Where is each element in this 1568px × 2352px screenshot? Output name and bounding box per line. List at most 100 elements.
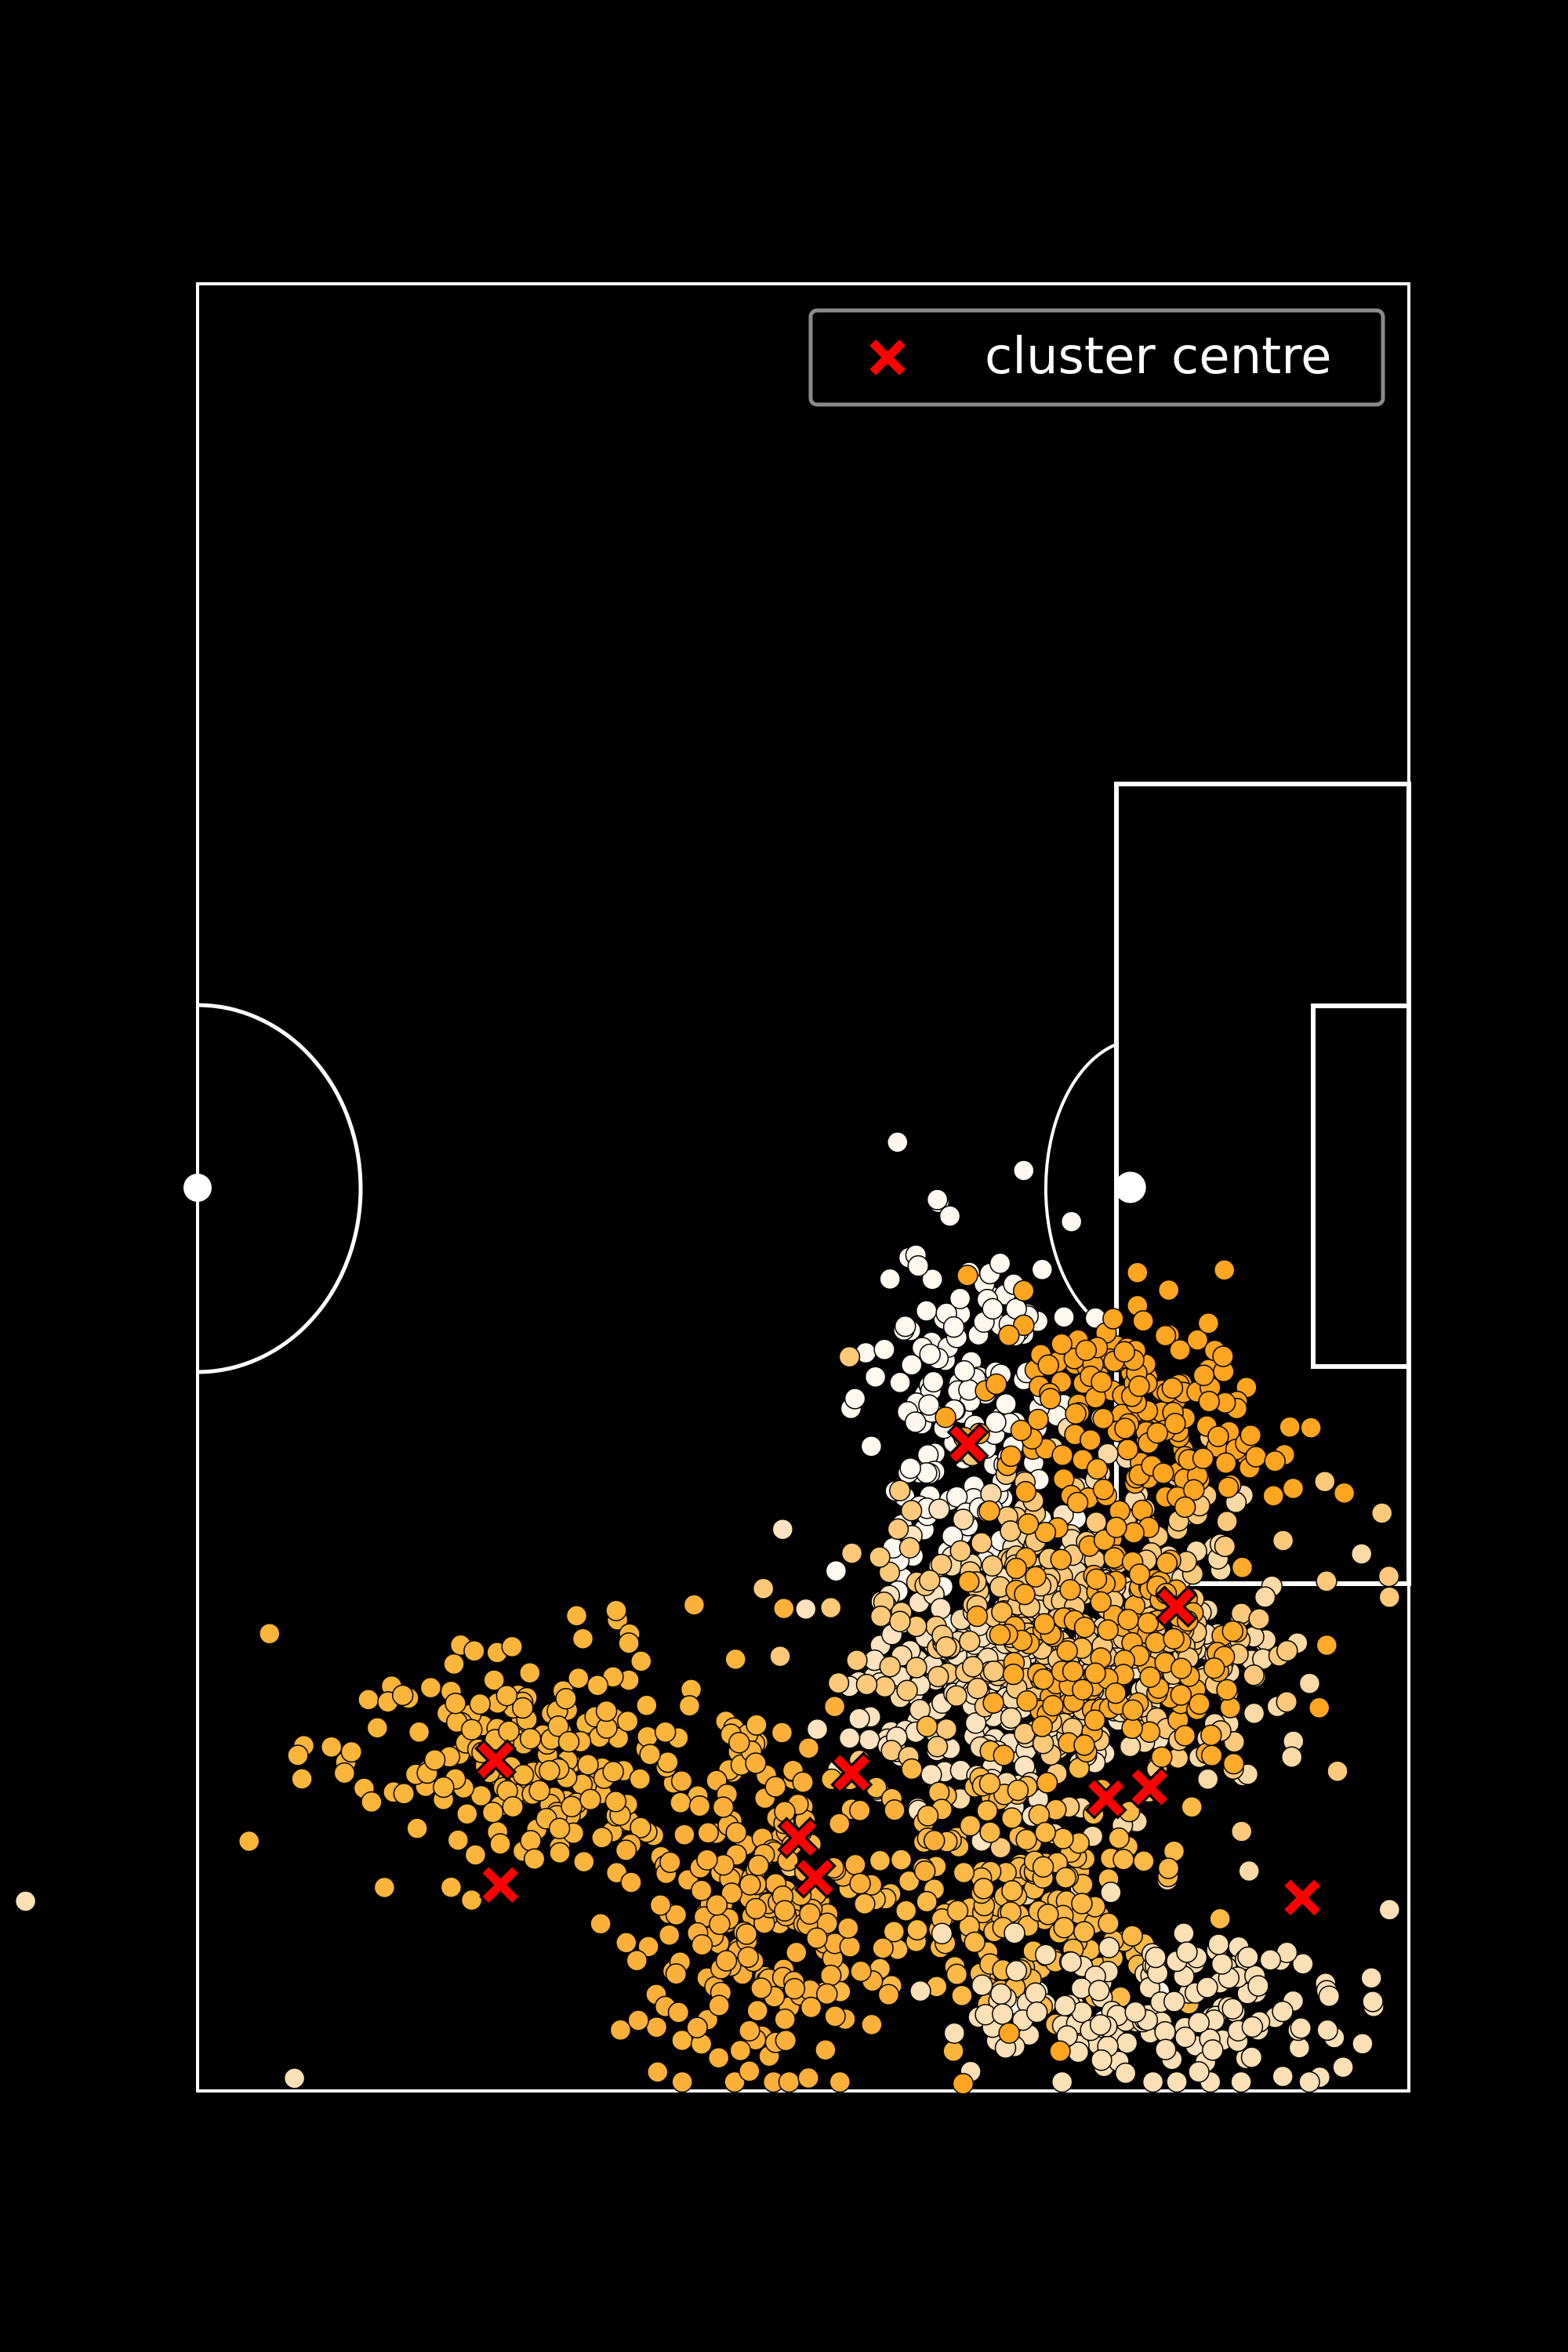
shot-point — [645, 2016, 668, 2038]
shot-point — [837, 1917, 859, 1939]
shot-point — [995, 1392, 1017, 1415]
shot-point — [942, 1316, 965, 1338]
shot-point — [992, 2003, 1014, 2025]
shot-point — [869, 1605, 892, 1628]
shot-point — [1272, 2065, 1294, 2088]
shot-point — [919, 1570, 941, 1592]
shot-point — [1298, 1672, 1321, 1694]
shot-point — [819, 1964, 842, 1987]
shot-point — [565, 1605, 588, 1627]
shot-point — [824, 2005, 846, 2027]
shot-point — [626, 1949, 648, 1972]
shot-point — [1378, 1899, 1401, 1921]
shot-point — [919, 1343, 941, 1366]
shot-point — [291, 1768, 313, 1790]
shot-point — [783, 1977, 806, 2000]
shot-point — [739, 2060, 760, 2082]
shot-point — [916, 1715, 938, 1737]
shot-point — [873, 1675, 896, 1698]
shot-point — [1108, 1827, 1130, 1849]
shot-point — [1316, 1634, 1338, 1657]
shot-point — [849, 1799, 871, 1822]
shot-point — [1146, 1421, 1169, 1444]
shot-point — [649, 1894, 672, 1916]
shot-point — [883, 1920, 906, 1943]
shot-point — [460, 1719, 483, 1740]
shot-point — [1040, 1388, 1062, 1410]
shot-point — [618, 1632, 640, 1654]
shot-point — [1137, 1612, 1160, 1634]
shot-point — [906, 1657, 927, 1679]
shot-point — [609, 2019, 632, 2042]
shot-point — [816, 1983, 838, 2005]
shot-point — [746, 1714, 768, 1736]
shot-point — [959, 1814, 982, 1837]
kickoff-spot — [183, 1174, 212, 1202]
shot-point — [899, 1457, 921, 1479]
shot-point — [1002, 1663, 1025, 1686]
shot-point — [1243, 1702, 1265, 1725]
shot-point — [844, 1388, 866, 1410]
shot-point — [520, 1830, 542, 1852]
shot-point — [1032, 1856, 1054, 1878]
shot-point — [1128, 1375, 1150, 1397]
shot-point — [637, 1936, 659, 1958]
shot-point — [665, 1963, 688, 1985]
shot-point — [949, 1540, 972, 1562]
shot-point — [1360, 1967, 1382, 1989]
shot-point — [1155, 2038, 1177, 2060]
shot-point — [993, 1744, 1015, 1766]
cluster-centre-marker — [1084, 1777, 1127, 1820]
shot-point — [519, 1661, 541, 1684]
shot-point — [688, 1795, 711, 1817]
shot-point — [901, 1758, 923, 1780]
shot-point — [1222, 1752, 1245, 1775]
goal-area — [1311, 1004, 1411, 1369]
shot-point — [1189, 1693, 1210, 1715]
shot-point — [1007, 1779, 1029, 1802]
shot-point — [320, 1736, 343, 1759]
shot-point — [918, 1394, 940, 1416]
shot-point — [1053, 1306, 1075, 1328]
shot-point — [1128, 1563, 1151, 1585]
shot-point — [1014, 1481, 1036, 1503]
shot-point — [746, 1999, 768, 2022]
shot-point — [1350, 1543, 1373, 1565]
legend-frame — [808, 308, 1385, 407]
shot-point — [665, 1904, 688, 1926]
shot-point — [1005, 1557, 1028, 1580]
shot-point — [686, 2016, 708, 2038]
shot-point — [998, 2022, 1020, 2044]
shot-point — [916, 1805, 939, 1827]
shot-point — [1092, 1407, 1114, 1430]
shot-point — [1013, 1160, 1035, 1181]
shot-point — [747, 1854, 770, 1877]
shot-point — [1090, 1591, 1112, 1613]
shot-point — [952, 1508, 975, 1530]
shot-point — [440, 1876, 463, 1898]
shot-point — [860, 1435, 883, 1457]
shot-point — [1164, 1413, 1186, 1435]
shot-point — [1188, 2012, 1210, 2034]
shot-point — [906, 1918, 928, 1941]
shot-point — [678, 1695, 701, 1717]
shot-point — [898, 1870, 920, 1893]
shot-point — [1031, 1715, 1053, 1737]
shot-point — [858, 1729, 880, 1751]
shot-point — [1209, 1907, 1231, 1930]
shot-point — [708, 1994, 730, 2016]
shot-point — [1000, 1445, 1022, 1468]
shot-point — [1059, 1579, 1081, 1601]
shot-point — [952, 2073, 975, 2095]
shot-point — [828, 1813, 851, 1835]
shot-point — [1314, 1470, 1336, 1493]
shot-point — [971, 1532, 993, 1554]
shot-point — [1060, 1951, 1082, 1973]
shot-point — [1243, 1664, 1265, 1686]
shot-point — [443, 1653, 465, 1675]
shot-point — [1216, 1510, 1238, 1533]
shot-point — [1171, 1657, 1192, 1679]
shot-point — [855, 1673, 878, 1696]
shot-point — [752, 1577, 775, 1599]
shot-point — [283, 2067, 306, 2089]
